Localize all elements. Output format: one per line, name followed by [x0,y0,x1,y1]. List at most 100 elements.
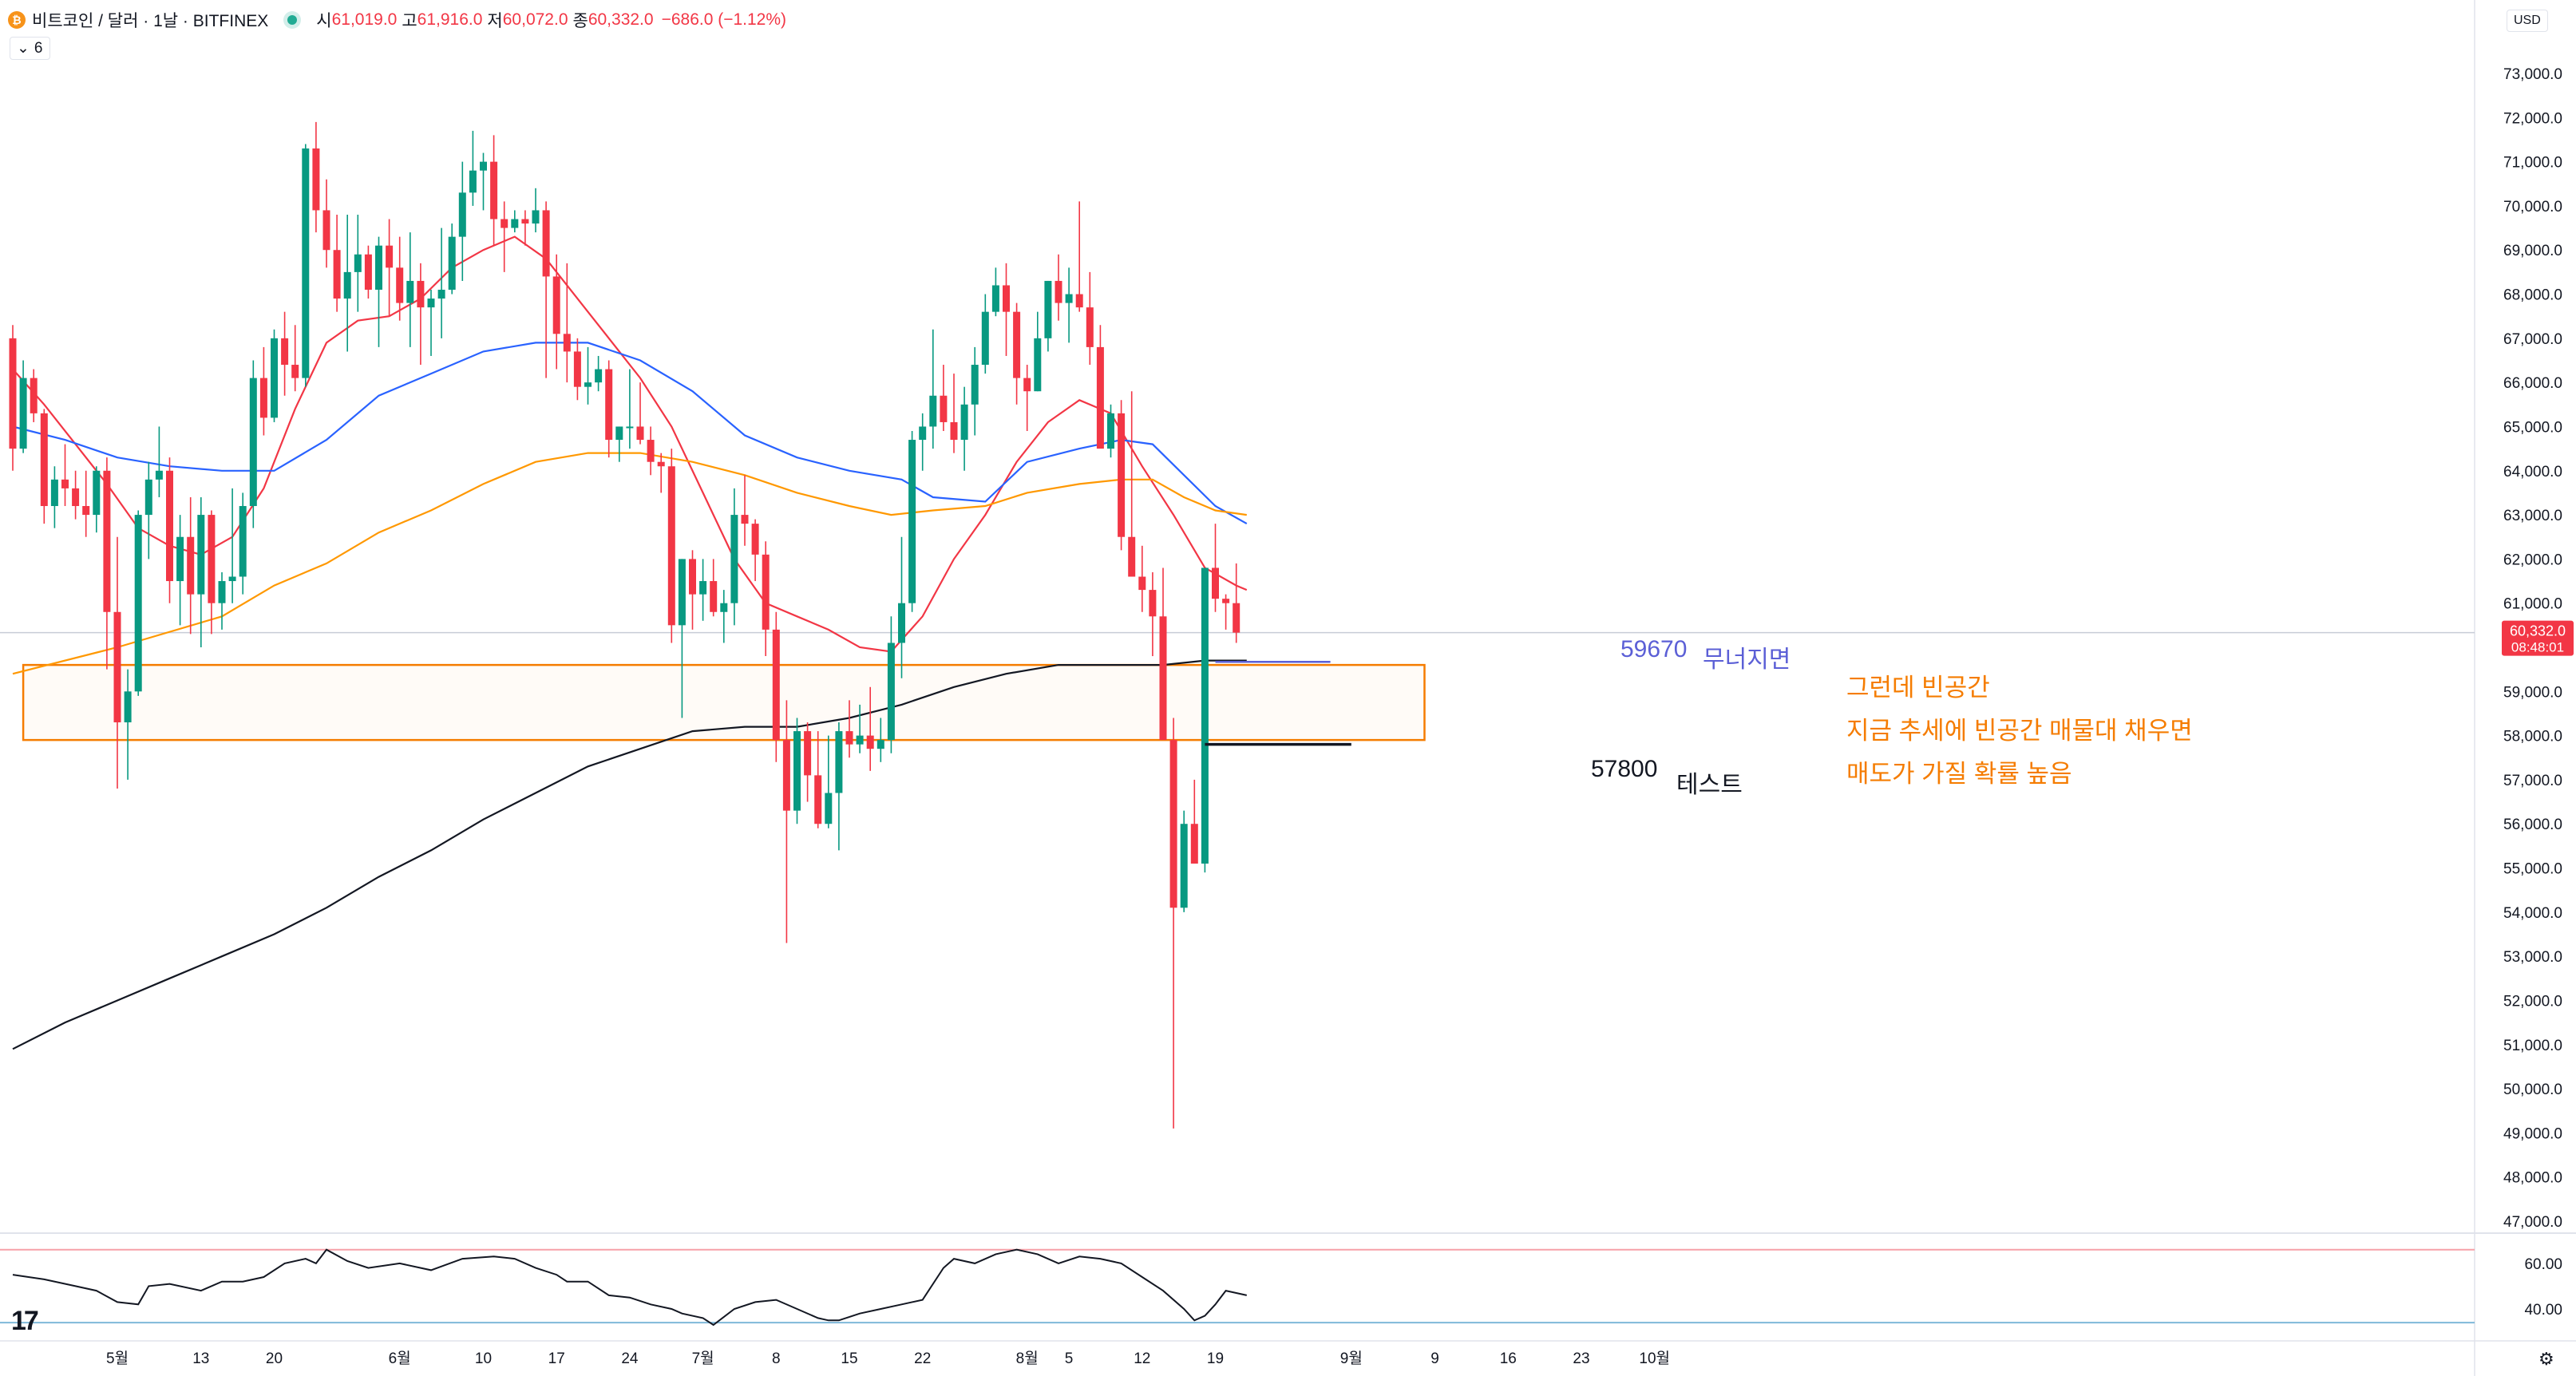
candle-body [866,735,874,749]
candle [1233,563,1241,643]
candle-body [501,219,508,228]
x-tick-label: 7월 [692,1350,714,1367]
candle [427,290,435,356]
candle-body [208,515,216,603]
candle [626,369,634,449]
last-price-label: 60,332.0 [2510,623,2566,639]
indicator-count: 6 [34,39,43,57]
x-tick-label: 17 [548,1350,565,1367]
candle-body [82,506,90,516]
candle-body [741,515,749,524]
candle-body [751,524,759,555]
annotation-text-line: 그런데 빈공간 [1846,674,1990,702]
candle-body [657,461,665,467]
candle [40,409,48,524]
candle-body [626,426,634,429]
candle-body [1013,311,1021,378]
candle-body [30,378,38,413]
candle [469,130,477,206]
candle-body [396,267,404,303]
candle [1159,567,1167,741]
candle [595,355,603,392]
candle [176,515,184,626]
indicator-toggle[interactable]: ⌄ 6 [10,37,50,60]
tradingview-logo-icon[interactable]: 17 [11,1306,39,1336]
candle [1055,254,1062,321]
x-tick-label: 16 [1500,1350,1517,1367]
candle [343,214,351,352]
candle [804,722,812,802]
candle-body [1096,346,1104,449]
y-tick-label: 53,000.0 [2503,949,2562,966]
candle-body [919,426,927,441]
x-tick-label: 24 [621,1350,639,1367]
candle [751,519,759,582]
candle-body [1233,603,1241,633]
candle-body [144,479,152,516]
y-tick-label: 62,000.0 [2503,552,2562,568]
candle-body [1065,294,1073,303]
chevron-down-icon: ⌄ [17,40,30,57]
candle [981,294,989,374]
candle [113,536,121,789]
candle-body [124,691,132,723]
candle-body [40,413,48,507]
currency-button[interactable]: USD [2507,10,2548,32]
annotation-text-line: 매도가 가질 확률 높음 [1846,760,2072,788]
candle-body [1169,740,1177,908]
candle [636,382,644,445]
candle [82,470,90,537]
change-value: −686.0 (−1.12%) [661,10,787,29]
candle [615,426,623,462]
candle [1044,280,1052,352]
candle [281,311,289,396]
candle-body [793,731,801,811]
gear-icon[interactable]: ⚙ [2538,1349,2554,1369]
y-tick-label: 69,000.0 [2503,243,2562,259]
candle [960,386,968,471]
y-tick-label: 57,000.0 [2503,773,2562,789]
x-tick-label: 8월 [1016,1350,1039,1367]
candle [30,369,38,422]
y-tick-label: 58,000.0 [2503,729,2562,745]
candle-body [197,515,205,595]
candle-body [93,470,101,516]
candle-body [991,285,999,312]
candle [1034,311,1042,392]
candle [647,426,655,476]
level-value-label: 57800 [1591,756,1657,782]
candle-body [647,440,655,462]
candle-body [730,515,738,603]
candle [333,214,341,312]
candle [856,704,864,753]
candle-body [364,254,372,291]
candle [908,430,916,612]
candle-body [667,466,675,626]
candle-body [155,470,163,480]
candle [532,188,540,233]
candle [1201,567,1209,873]
candle [1212,524,1219,612]
candle-body [375,245,382,291]
candle-body [386,245,394,268]
candle [218,571,226,630]
candle-body [1075,294,1083,308]
y-tick-label: 50,000.0 [2503,1081,2562,1098]
candle-body [898,603,905,643]
candle [302,144,310,387]
candle-body [971,365,979,405]
candle-body [1118,413,1126,537]
candle [437,227,445,338]
level-value-label: 59670 [1620,636,1687,662]
candle [155,426,163,497]
candle-body [271,338,278,418]
symbol-title[interactable]: 비트코인 / 달러 · 1날 · BITFINEX [32,12,269,30]
candle-body [772,629,780,741]
candle-body [480,161,487,171]
candle-body [804,731,812,776]
candle [1075,201,1083,312]
candle [542,201,550,378]
candle [919,413,927,471]
